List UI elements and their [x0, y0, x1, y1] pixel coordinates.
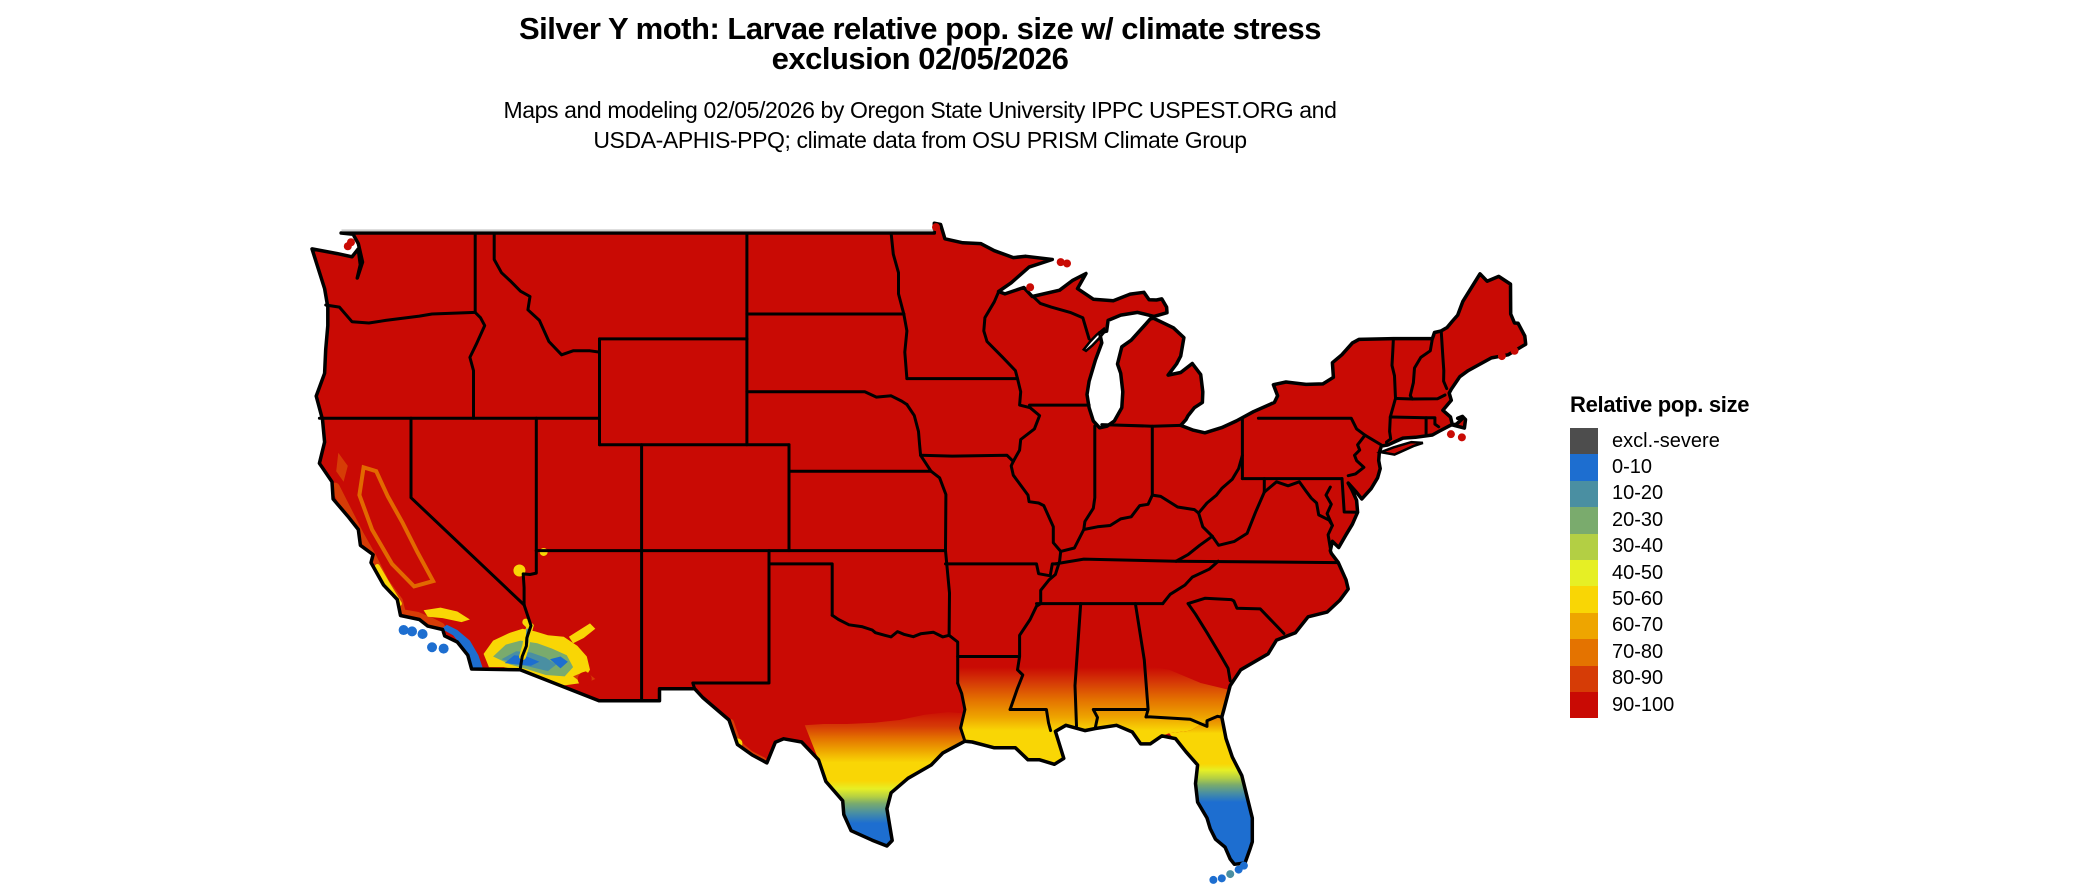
- subtitle: Maps and modeling 02/05/2026 by Oregon S…: [0, 95, 1840, 155]
- legend-item: 80-90: [1570, 665, 1900, 692]
- legend: Relative pop. size excl.-severe 0-10 10-20…: [1570, 392, 1900, 719]
- legend-label: excl.-severe: [1612, 429, 1720, 452]
- legend-swatch: [1570, 612, 1598, 640]
- legend-swatch: [1570, 428, 1598, 455]
- title-line-2: exclusion 02/05/2026: [771, 41, 1069, 76]
- legend-label: 10-20: [1612, 482, 1664, 505]
- legend-item: 90-100: [1570, 691, 1900, 719]
- subtitle-line-2: USDA-APHIS-PPQ; climate data from OSU PR…: [593, 127, 1247, 153]
- legend-title: Relative pop. size: [1570, 392, 1750, 417]
- legend-item: 0-10: [1570, 454, 1900, 481]
- header: Silver Y moth: Larvae relative pop. size…: [0, 11, 1840, 155]
- legend-label: 80-90: [1612, 667, 1664, 690]
- legend-swatch: [1570, 480, 1598, 508]
- state-borders: [317, 231, 1449, 743]
- legend-item: 70-80: [1570, 639, 1900, 666]
- legend-label: 60-70: [1612, 614, 1664, 637]
- legend-label: 70-80: [1612, 640, 1664, 663]
- legend-swatch: [1570, 639, 1598, 666]
- legend-item: 30-40: [1570, 533, 1900, 560]
- legend-swatch: [1570, 665, 1598, 692]
- legend-swatch: [1570, 691, 1598, 719]
- legend-label: 0-10: [1612, 456, 1653, 479]
- title-line-1: Silver Y moth: Larvae relative pop. size…: [518, 11, 1322, 46]
- legend-label: 20-30: [1612, 508, 1664, 531]
- legend-item: 50-60: [1570, 586, 1900, 613]
- population-gradient-patches: [330, 452, 1253, 865]
- legend-item: 10-20: [1570, 480, 1900, 508]
- legend-label: 50-60: [1612, 588, 1664, 611]
- legend-item: excl.-severe: [1570, 428, 1900, 455]
- page-title: Silver Y moth: Larvae relative pop. size…: [0, 11, 1840, 76]
- legend-swatch: [1570, 533, 1598, 560]
- legend-swatch: [1570, 454, 1598, 481]
- legend-item: 20-30: [1570, 507, 1900, 534]
- legend-items: excl.-severe 0-10 10-20 20-30 30-40 40-50 50-6…: [1570, 428, 1900, 719]
- legend-swatch: [1570, 586, 1598, 613]
- islands-and-keys: [343, 223, 1519, 884]
- legend-item: 60-70: [1570, 612, 1900, 640]
- legend-swatch: [1570, 507, 1598, 534]
- legend-item: 40-50: [1570, 559, 1900, 587]
- legend-swatch: [1570, 559, 1598, 587]
- legend-label: 30-40: [1612, 535, 1664, 558]
- subtitle-line-1: Maps and modeling 02/05/2026 by Oregon S…: [503, 97, 1337, 123]
- legend-label: 90-100: [1612, 693, 1675, 716]
- legend-label: 40-50: [1612, 561, 1664, 584]
